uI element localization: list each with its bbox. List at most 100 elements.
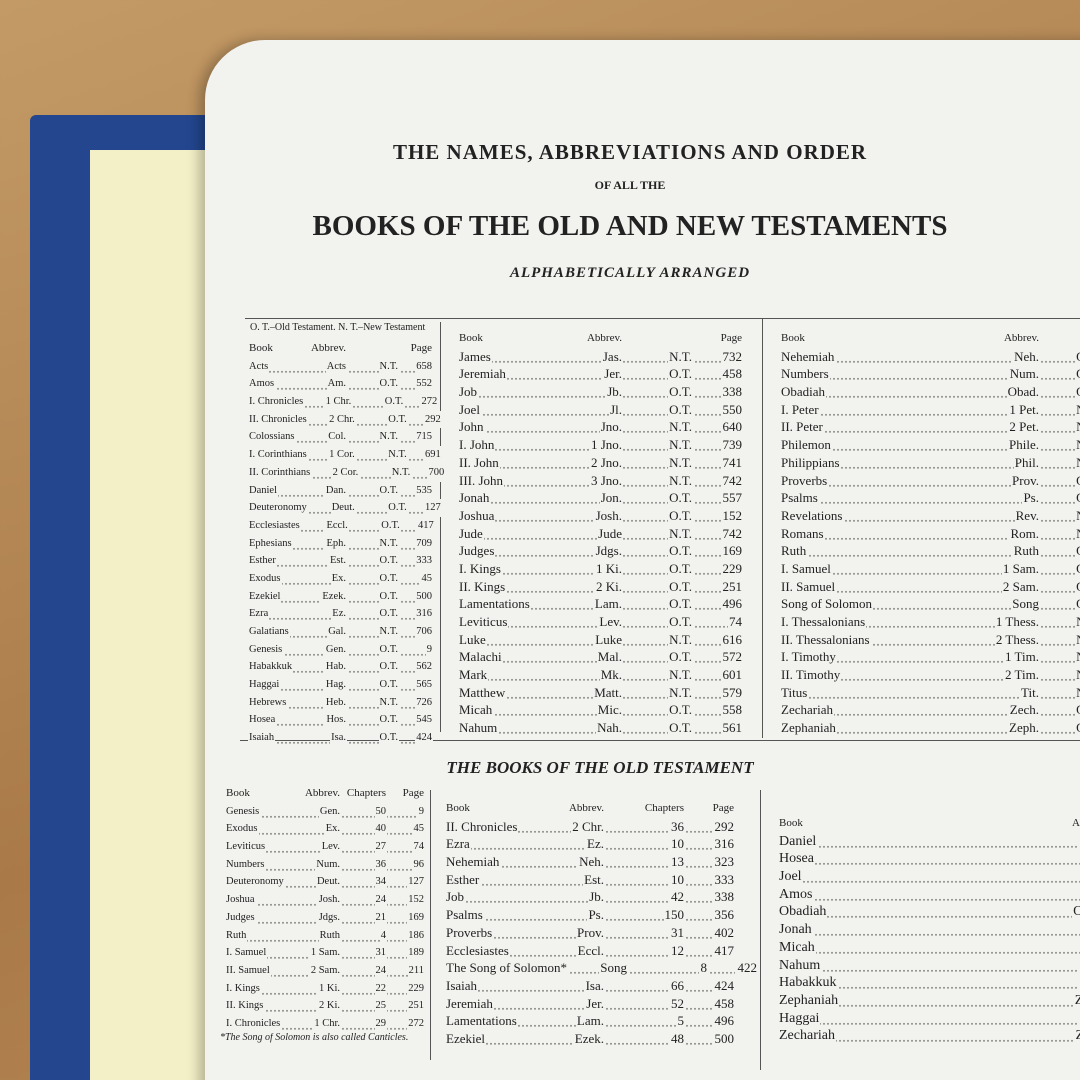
cell: Ezekiel: [248, 587, 282, 606]
cell: Luke: [458, 630, 487, 649]
column-header: Chapters: [345, 785, 387, 803]
cell: II. John: [458, 453, 500, 472]
cell: II. Peter: [780, 418, 824, 437]
table-row: Psalms Ps. 150 356: [445, 906, 735, 924]
cell: 74: [728, 613, 743, 631]
cell: 1 Pet.: [1008, 400, 1040, 419]
table-row: I. Peter 1 Pet. N.T.: [780, 400, 1080, 419]
cell: II. Kings: [458, 577, 507, 596]
cell: 50: [374, 802, 387, 821]
column-header: Abbrev.: [567, 800, 605, 818]
cell: Joel: [458, 400, 481, 419]
column-header: Chapters: [643, 800, 685, 818]
cell: O.T.: [1075, 719, 1080, 737]
cell: 31: [374, 944, 387, 962]
cell: 558: [721, 701, 743, 720]
cell: Ruth: [1012, 542, 1040, 560]
cell: Titus: [780, 683, 809, 702]
cell: Col.: [327, 428, 347, 447]
cell: 36: [670, 817, 685, 836]
cell: 500: [713, 1029, 735, 1048]
column-header: Book: [780, 330, 806, 348]
cell: John: [458, 418, 485, 437]
cell: Philippians: [780, 453, 841, 472]
cell: N.T.: [668, 418, 693, 437]
cell: Amos: [778, 885, 814, 904]
cell: O.T.: [378, 640, 399, 659]
table-row: II. Timothy 2 Tim. N.T.: [780, 666, 1080, 684]
cell: 186: [407, 926, 425, 945]
cell: N.T.: [378, 357, 399, 376]
table-row: Exodus Ex. 40 45: [225, 820, 425, 839]
cell: Haggai: [248, 676, 281, 694]
cell: N.T.: [390, 463, 412, 482]
cell: O.T.: [1075, 383, 1080, 401]
table-row: II. Kings 2 Ki. O.T. 251: [458, 577, 743, 596]
cell: Jonah: [778, 921, 813, 939]
main-title: BOOKS OF THE OLD AND NEW TESTAMENTS: [312, 210, 948, 242]
cell: Job: [445, 888, 466, 907]
cell: 550: [721, 400, 743, 419]
cell: N.T.: [1075, 506, 1080, 525]
rule: [762, 318, 763, 738]
cell: I. Chronicles: [248, 393, 305, 411]
table-column: Book Abbrev. Chapters Page Genesis Gen. 50 9 Exo…: [225, 785, 425, 1033]
cell: 229: [407, 979, 425, 998]
cell: O.T.: [378, 676, 399, 694]
cell: O.T.: [668, 701, 693, 720]
cell: 2 Chr.: [328, 410, 356, 429]
cell: Lev.: [598, 613, 623, 631]
cell: 616: [721, 630, 743, 649]
cell: N.T.: [1075, 613, 1080, 631]
cell: Ez.: [331, 605, 347, 624]
cell: Romans: [780, 524, 825, 543]
table-row: James Jas. N.T. 732: [458, 347, 743, 366]
cell: Jon.: [599, 489, 623, 507]
cell: O.T.: [378, 569, 399, 588]
table-row: Mark Mk. N.T. 601: [458, 666, 743, 684]
cell: Ex.: [324, 820, 341, 839]
table-row: Joshua Josh. O.T. 152: [458, 506, 743, 525]
cell: O.T.: [1075, 347, 1080, 366]
header-row: Book Abbrev. Chapters Page: [225, 785, 425, 803]
cell: N.T.: [668, 524, 693, 543]
table-row: Ezekiel Ezek. O.T. 500: [248, 587, 433, 606]
table-row: Job Jb. 42 338: [445, 888, 735, 907]
table-row: I. Samuel 1 Sam. 31 189: [225, 944, 425, 962]
cell: Galatians: [248, 623, 290, 641]
cell: Daniel: [778, 832, 818, 851]
cell: N.T.: [668, 471, 693, 490]
cell: Josh.: [594, 506, 623, 525]
cell: 1 Sam.: [1001, 559, 1040, 578]
cell: Lamentations: [458, 595, 531, 614]
cell: N.T.: [668, 436, 693, 454]
note: O. T.–Old Testament. N. T.–New Testament: [250, 322, 426, 333]
cell: 741: [721, 453, 743, 472]
cell: O.T.: [387, 499, 408, 517]
cell: 9: [425, 640, 433, 659]
cell: 742: [721, 524, 743, 543]
cell: Haggai: [778, 1009, 821, 1028]
table-row: I. John 1 Jno. N.T. 739: [458, 436, 743, 454]
cell: 545: [415, 711, 433, 730]
cell: Mark: [458, 666, 489, 684]
cell: 561: [721, 719, 743, 737]
header-row: Book Abbrev.: [778, 815, 1080, 833]
table-row: Deuteronomy Deut. O.T. 127: [248, 499, 442, 517]
cell: Proverbs: [780, 471, 829, 490]
cell: 12: [670, 941, 685, 960]
cell: 96: [412, 855, 425, 874]
table-row: Acts Acts N.T. 658: [248, 357, 433, 376]
cell: Habakkuk: [778, 974, 838, 992]
cell: Exodus: [225, 820, 259, 839]
cell: 2 Jno.: [589, 453, 623, 472]
cell: Deuteronomy: [248, 499, 308, 517]
table-row: Lamentations Lam. O.T. 496: [458, 595, 743, 614]
cell: 229: [721, 559, 743, 578]
column-header: Book: [458, 330, 484, 348]
cell: 5: [676, 1012, 685, 1030]
cell: N.T.: [378, 428, 399, 447]
cell: 1 Sam.: [309, 944, 341, 962]
cell: 251: [407, 997, 425, 1015]
